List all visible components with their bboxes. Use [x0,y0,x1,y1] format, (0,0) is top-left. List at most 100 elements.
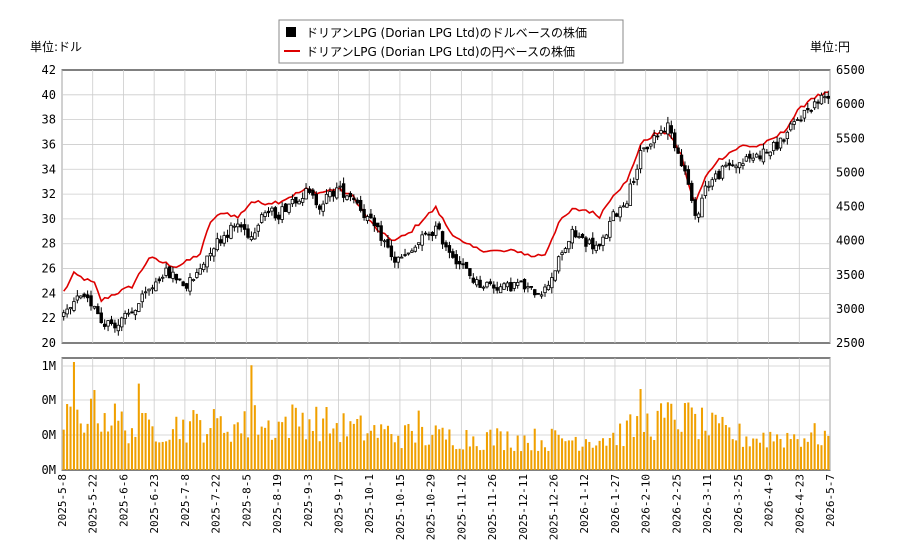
volume-bar [86,423,89,470]
volume-bar [543,447,547,470]
candle-body [690,182,694,201]
candle-body [437,223,441,230]
candle-body [587,239,592,245]
price-candle [96,303,100,315]
candle-body [116,324,121,332]
price-candle [413,244,417,253]
candle-body [324,193,329,204]
volume-bar [540,440,543,470]
volume-bar [158,442,161,470]
volume-bar [79,423,82,470]
volume-bar [182,419,185,470]
price-candle [451,248,455,259]
price-candle [696,211,701,223]
candle-body [536,292,540,295]
price-candle [710,177,714,191]
price-candle [778,137,783,151]
x-tick-label: 2025-7-8 [179,474,192,527]
candle-body [734,165,738,169]
candle-body [591,237,595,250]
price-candle [410,248,414,253]
price-candle [123,310,127,325]
volume-bar [315,406,318,470]
price-candle [205,255,209,273]
price-candle [789,121,793,132]
volume-bar [380,424,383,470]
volume-bar [642,431,645,470]
price-candle [812,98,817,111]
price-candle [717,169,721,180]
volume-bar [823,430,826,470]
candle-body [741,163,745,166]
price-candle [341,177,346,203]
candle-body [201,263,206,271]
candle-body [782,139,786,142]
volume-bar [113,403,116,470]
legend: ドリアンLPG (Dorian LPG Ltd)のドルベースの株価 ドリアンLP… [278,19,624,64]
price-candle [594,241,598,254]
price-candle [215,232,220,252]
price-candle [338,180,342,192]
candle-body [137,303,141,312]
volume-bar [427,444,430,470]
candle-body [580,233,585,238]
price-candle [686,165,691,185]
volume-bar [680,431,683,470]
price-candle [263,210,267,221]
price-candle [713,170,718,182]
volume-bar [636,416,639,470]
volume-bar [345,436,349,470]
candle-body [700,197,704,218]
candle-body [567,240,571,250]
candle-body [369,213,373,219]
candle-body [505,282,510,288]
price-candle [65,304,69,318]
candle-body [625,203,629,208]
candle-body [649,143,653,147]
volume-bar [472,436,475,470]
price-candle [335,182,339,200]
candle-body [300,198,305,203]
candle-body [341,183,346,198]
x-tick-label: 2025-5-22 [87,474,100,534]
candle-body [160,276,165,279]
price-candle [672,128,677,152]
price-candle [280,202,284,224]
x-tick-label: 2025-10-15 [394,474,407,540]
price-candle [403,248,407,258]
price-candle [355,197,359,205]
candle-body [113,322,117,329]
candle-body [253,232,257,240]
price-candle [655,133,660,141]
volume-bar [724,425,727,470]
price-candle [498,283,503,294]
price-candle [416,242,421,249]
price-candle [635,164,639,186]
volume-bar [677,429,680,470]
price-candle [259,212,264,224]
candle-body [174,273,179,281]
candle-body [181,281,185,287]
volume-bar [499,431,502,470]
volume-bar [646,413,649,470]
price-candle [580,233,585,239]
price-candle [782,138,786,144]
candle-body [553,270,557,281]
candle-body [106,320,110,327]
volume-bar [509,447,512,470]
x-tick-label: 2025-7-22 [210,474,223,534]
volume-bar [547,450,550,470]
candle-body [246,228,250,238]
price-candle [393,251,397,268]
candle-body [362,208,366,218]
candle-body [280,206,284,220]
candle-body [550,277,554,289]
candle-body [789,123,793,131]
volume-bar [291,404,294,470]
price-candle [399,254,404,259]
volume-bar [622,446,625,470]
candle-body [809,109,813,112]
volume-bar [694,413,697,470]
candle-body [819,94,824,105]
